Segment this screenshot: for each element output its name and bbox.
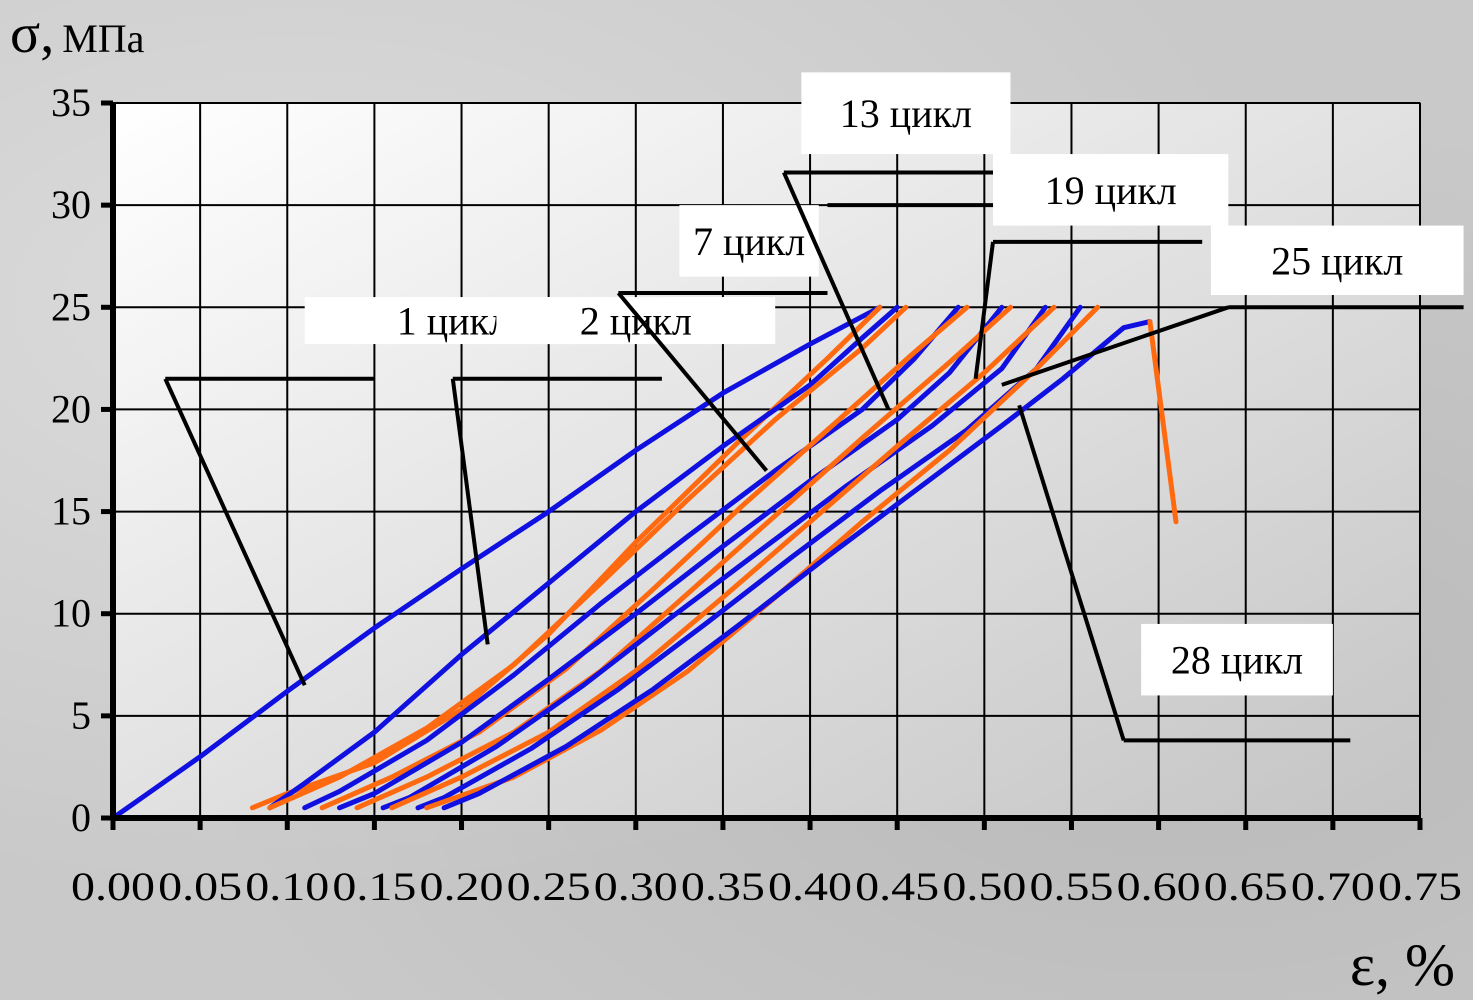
x-tick-label: 0.20 [420, 864, 504, 909]
callout-leader-0 [163, 377, 307, 687]
series-group [110, 304, 1179, 821]
series-line-9 [389, 304, 1057, 811]
y-tick-label: 20 [51, 386, 91, 431]
callout-label-4: 19 цикл [1045, 168, 1177, 213]
y-tick-label: 30 [51, 182, 91, 227]
callout-leader-6 [1017, 404, 1126, 741]
series-line-6 [337, 304, 1005, 811]
callout-box-1 [496, 297, 776, 345]
callout-label-6: 28 цикл [1171, 638, 1303, 683]
y-tick-label: 25 [51, 284, 91, 329]
y-tick-label: 35 [51, 80, 91, 125]
callout-label-3: 13 цикл [840, 91, 972, 136]
x-tick-label: 0.65 [1204, 864, 1288, 909]
series-line-12 [441, 319, 1153, 811]
callout-label-0: 1 цикл [397, 299, 509, 344]
series-line-5 [319, 304, 970, 811]
callout-box-4 [993, 154, 1229, 226]
callout-leader-2 [616, 291, 769, 472]
callout-label-5: 25 цикл [1271, 238, 1403, 283]
callout-leader-1 [450, 378, 490, 645]
callout-box-2 [679, 205, 819, 277]
x-tick-label: 0.75 [1378, 864, 1462, 909]
x-tick-label: 0.35 [681, 864, 765, 909]
callout-leader-3 [782, 171, 891, 411]
x-tick-label: 0.05 [158, 864, 242, 909]
x-axis-title: ε, % [1350, 932, 1455, 998]
series-line-7 [354, 304, 1013, 811]
x-tick-label: 0.15 [332, 864, 416, 909]
x-tick-label: 0.30 [594, 864, 678, 909]
series-line-2 [267, 304, 900, 811]
callout-leader-5 [1001, 305, 1229, 387]
y-tick-label: 0 [71, 795, 91, 840]
series-line-8 [380, 304, 1048, 811]
y-axis-symbol: σ, [10, 3, 54, 65]
y-axis-title: σ, МПа [10, 3, 145, 65]
x-tick-label: 0.55 [1029, 864, 1113, 909]
tick-labels: 0.00 0.05 0.10 0.15 0.20 0.25 0.30 0.35 0.40 0.45… [51, 80, 1462, 909]
y-tick-label: 10 [51, 591, 91, 636]
series-line-4 [302, 304, 961, 811]
callout-label-1: 2 цикл [580, 299, 692, 344]
callout-box-3 [801, 72, 1011, 155]
x-tick-label: 0.00 [71, 864, 155, 909]
callout-box-5 [1210, 225, 1464, 296]
x-tick-label: 0.40 [768, 864, 852, 909]
y-tick-label: 5 [71, 693, 91, 738]
series-line-3 [267, 304, 909, 811]
y-tick-label: 15 [51, 489, 91, 534]
callout-box-6 [1141, 623, 1333, 696]
callout-leader-4 [973, 241, 995, 380]
axes [101, 100, 1423, 830]
x-tick-label: 0.45 [855, 864, 939, 909]
x-tick-label: 0.60 [1117, 864, 1201, 909]
callout-label-2: 7 цикл [693, 219, 805, 264]
x-tick-label: 0.50 [942, 864, 1026, 909]
x-tick-label: 0.10 [245, 864, 329, 909]
y-axis-unit: МПа [62, 16, 144, 61]
x-tick-label: 0.25 [507, 864, 591, 909]
series-line-13 [1147, 319, 1179, 525]
series-line-0 [110, 304, 883, 821]
x-tick-label: 0.70 [1291, 864, 1375, 909]
